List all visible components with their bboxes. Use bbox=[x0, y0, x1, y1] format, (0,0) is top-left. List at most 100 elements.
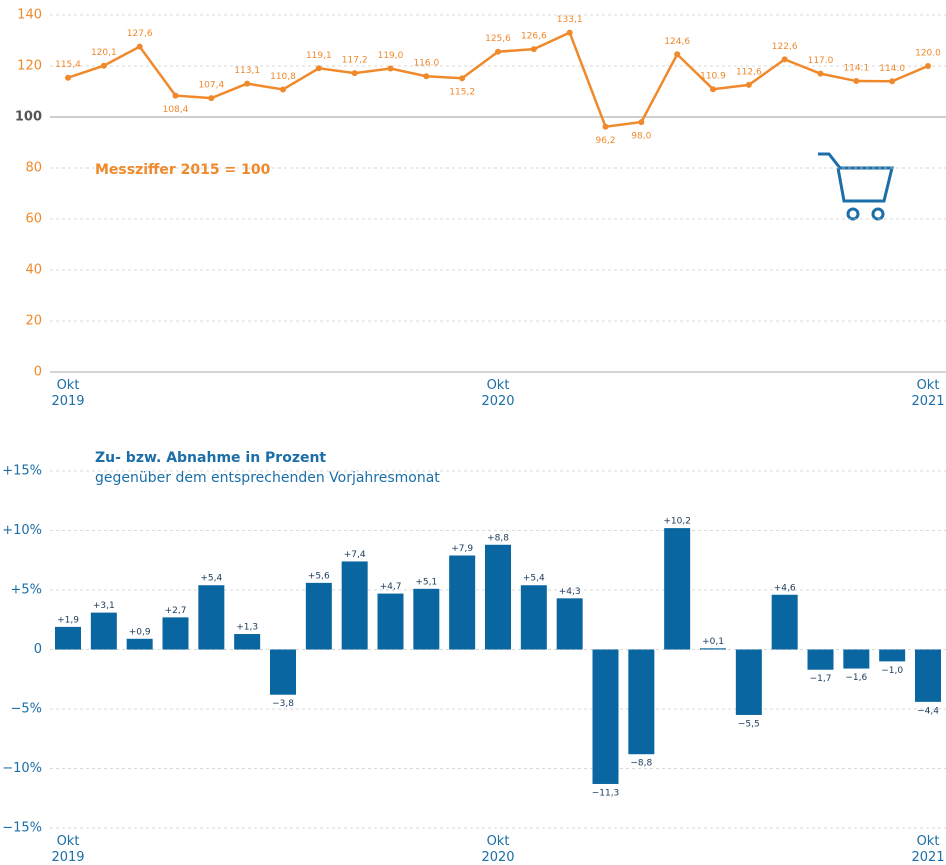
bar bbox=[735, 649, 762, 715]
point bbox=[208, 95, 215, 102]
x-tick-label: Okt 2019 bbox=[51, 378, 85, 409]
data-label: +5,1 bbox=[415, 577, 437, 587]
bar bbox=[592, 649, 619, 784]
data-label: +3,1 bbox=[93, 601, 115, 611]
point bbox=[817, 70, 824, 77]
data-label: +5,4 bbox=[523, 574, 545, 584]
bar bbox=[843, 649, 870, 669]
data-label: 112,6 bbox=[736, 67, 762, 77]
data-label: −5,5 bbox=[738, 719, 760, 729]
bar bbox=[700, 648, 726, 650]
data-label: −3,8 bbox=[272, 699, 294, 709]
data-label: +2,7 bbox=[165, 606, 187, 616]
data-label: +0,1 bbox=[702, 637, 724, 647]
y-tick-label: 120 bbox=[17, 59, 42, 74]
data-label: +10,2 bbox=[663, 517, 691, 527]
y-tick-label: 80 bbox=[25, 161, 42, 176]
data-label: −4,4 bbox=[917, 706, 939, 716]
point bbox=[530, 46, 537, 53]
point bbox=[745, 81, 752, 88]
point bbox=[602, 123, 609, 130]
data-label: 114.0 bbox=[879, 64, 905, 74]
x-tick-label: Okt 2020 bbox=[481, 834, 515, 865]
y-tick-label: −5% bbox=[10, 702, 42, 717]
bar bbox=[628, 649, 655, 755]
point bbox=[351, 70, 358, 77]
y-tick-label: 140 bbox=[17, 8, 42, 23]
cart-icon bbox=[818, 152, 894, 221]
bar bbox=[807, 649, 834, 670]
x-tick-label: Okt 2021 bbox=[911, 378, 945, 409]
data-label: 98,0 bbox=[631, 132, 651, 142]
bar bbox=[915, 649, 941, 702]
data-label: +1,3 bbox=[236, 623, 258, 633]
point bbox=[566, 29, 573, 36]
data-label: 113,1 bbox=[234, 66, 260, 76]
y-tick-label: 100 bbox=[15, 110, 42, 125]
bar bbox=[879, 649, 906, 662]
point bbox=[853, 78, 860, 85]
data-label: 124,6 bbox=[664, 37, 690, 47]
point bbox=[889, 78, 896, 85]
bar bbox=[485, 544, 511, 650]
data-label: 110,8 bbox=[270, 72, 296, 82]
data-label: 116.0 bbox=[413, 59, 439, 69]
bar bbox=[162, 617, 189, 650]
data-label: −1,7 bbox=[810, 674, 832, 684]
data-label: 119,0 bbox=[378, 51, 404, 61]
bar bbox=[664, 528, 691, 650]
data-label: 117,2 bbox=[342, 56, 368, 66]
bar bbox=[126, 638, 153, 650]
data-label: +0,9 bbox=[129, 627, 151, 637]
point bbox=[710, 86, 716, 93]
bar bbox=[413, 588, 440, 650]
y-tick-label: −10% bbox=[2, 761, 42, 776]
data-label: 120.0 bbox=[915, 49, 941, 59]
data-label: +4,3 bbox=[559, 587, 581, 597]
data-label: −8,8 bbox=[630, 759, 652, 769]
bar bbox=[377, 593, 404, 650]
point bbox=[781, 56, 788, 63]
data-label: +4,7 bbox=[380, 582, 402, 592]
bar bbox=[234, 634, 261, 650]
data-label: 107,4 bbox=[198, 81, 224, 91]
bar bbox=[341, 561, 368, 650]
bar bbox=[305, 582, 332, 650]
data-label: 125,6 bbox=[485, 34, 511, 44]
annotation: Messziffer 2015 = 100 bbox=[95, 162, 271, 178]
data-label: 115,2 bbox=[449, 88, 475, 98]
bar bbox=[90, 612, 117, 650]
point bbox=[136, 43, 143, 50]
bar bbox=[520, 585, 547, 650]
data-label: 122,6 bbox=[772, 42, 798, 52]
line bbox=[67, 30, 929, 129]
x-tick-label: Okt 2021 bbox=[911, 834, 945, 865]
data-label: +7,4 bbox=[344, 550, 366, 560]
chart-subtitle: gegenüber dem entsprechenden Vorjahresmo… bbox=[95, 470, 440, 486]
bar bbox=[771, 594, 798, 650]
data-label: −11,3 bbox=[592, 788, 620, 798]
y-tick-label: +15% bbox=[2, 464, 42, 479]
data-label: 110.9 bbox=[700, 72, 726, 82]
y-tick-label: 40 bbox=[25, 263, 42, 278]
data-label: 119,1 bbox=[306, 51, 332, 61]
data-label: 108,4 bbox=[163, 105, 189, 115]
x-tick-label: Okt 2019 bbox=[51, 834, 85, 865]
point bbox=[100, 62, 107, 69]
data-label: −1,6 bbox=[845, 673, 867, 683]
data-label: −1,0 bbox=[881, 666, 903, 676]
point bbox=[459, 75, 466, 82]
point bbox=[387, 65, 394, 72]
y-tick-label: +5% bbox=[10, 583, 42, 598]
point bbox=[638, 119, 645, 126]
data-label: 96,2 bbox=[595, 136, 615, 146]
y-tick-label: 20 bbox=[25, 314, 42, 329]
y-tick-label: 0 bbox=[34, 365, 42, 380]
data-label: 117.0 bbox=[808, 56, 834, 66]
point bbox=[423, 73, 430, 80]
point bbox=[495, 48, 501, 55]
data-label: +5,6 bbox=[308, 571, 330, 581]
bar bbox=[449, 555, 476, 650]
data-label: 127,6 bbox=[127, 29, 153, 39]
